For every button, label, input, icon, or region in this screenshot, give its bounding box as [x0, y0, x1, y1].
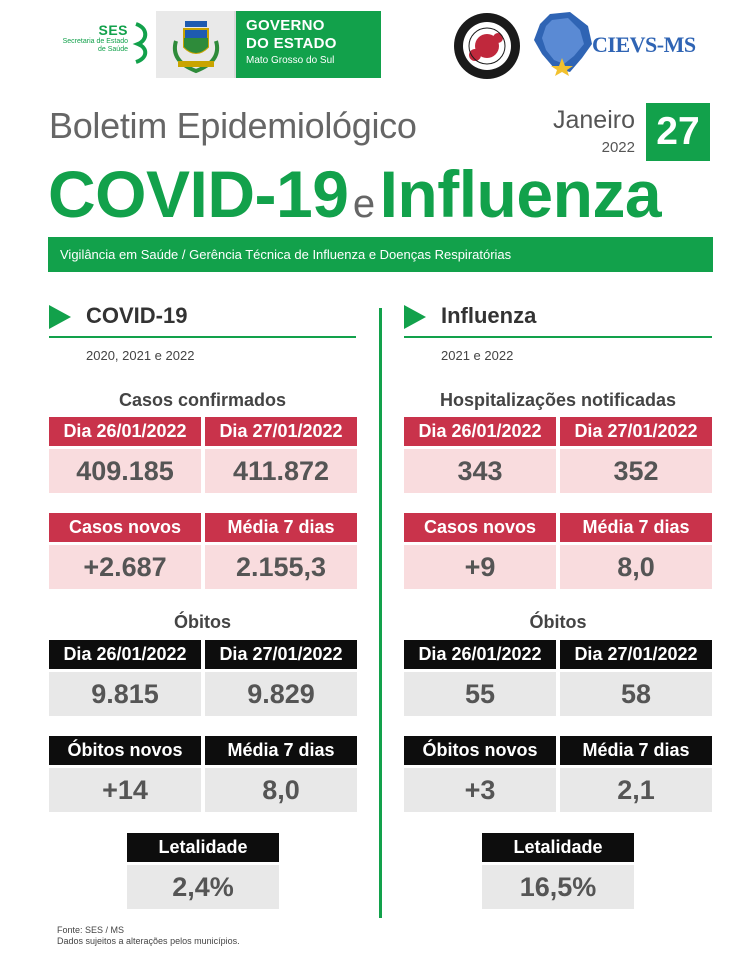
- covid-deaths-avg7-value: 8,0: [205, 768, 357, 812]
- covid-cases-header-1: Dia 26/01/2022: [49, 417, 201, 446]
- covid-new-deaths-header: Óbitos novos: [49, 736, 201, 765]
- governo-line-3: Mato Grosso do Sul: [246, 55, 335, 66]
- section-arrow-icon: [49, 305, 71, 329]
- section-arrow-icon: [404, 305, 426, 329]
- influenza-deaths-title: Óbitos: [529, 612, 587, 632]
- influenza-lethality-value: 16,5%: [482, 865, 634, 909]
- influenza-deaths-avg7-header: Média 7 dias: [560, 736, 712, 765]
- influenza-heading: Influenza: [379, 157, 662, 231]
- covid-cases-value-2: 411.872: [205, 449, 357, 493]
- influenza-hosp-value-1: 343: [404, 449, 556, 493]
- issue-month: Janeiro: [553, 106, 635, 134]
- influenza-section-underline: [404, 336, 712, 338]
- ses-subtitle-2: de Saúde: [98, 46, 128, 53]
- covid-avg7-header: Média 7 dias: [205, 513, 357, 542]
- covid-lethality-value: 2,4%: [127, 865, 279, 909]
- covid-new-cases-header: Casos novos: [49, 513, 201, 542]
- covid-cases-value-1: 409.185: [49, 449, 201, 493]
- covid-section-years: 2020, 2021 e 2022: [86, 348, 195, 363]
- influenza-section-years: 2021 e 2022: [441, 348, 514, 363]
- influenza-new-cases-value: +9: [404, 545, 556, 589]
- footer-source: Fonte: SES / MS: [57, 925, 125, 935]
- covid-heading: COVID-19: [48, 157, 349, 231]
- influenza-avg7-value: 8,0: [560, 545, 712, 589]
- ses-logo: SES Secretaria de Estado de Saúde: [42, 22, 128, 54]
- influenza-deaths-value-1: 55: [404, 672, 556, 716]
- influenza-new-deaths-value: +3: [404, 768, 556, 812]
- column-divider: [379, 308, 382, 918]
- covid-deaths-value-2: 9.829: [205, 672, 357, 716]
- issue-year: 2022: [601, 139, 635, 156]
- state-crest: [156, 11, 236, 78]
- covid-cases-title: Casos confirmados: [118, 390, 287, 410]
- title-conjunction: e: [352, 182, 376, 226]
- covid-new-cases-value: +2.687: [49, 545, 201, 589]
- influenza-lethality-header: Letalidade: [482, 833, 634, 862]
- influenza-new-deaths-header: Óbitos novos: [404, 736, 556, 765]
- covid-cases-header-2: Dia 27/01/2022: [205, 417, 357, 446]
- ms-map-icon: [534, 12, 592, 76]
- covid-deaths-title: Óbitos: [174, 612, 231, 632]
- influenza-deaths-avg7-value: 2,1: [560, 768, 712, 812]
- influenza-deaths-value-2: 58: [560, 672, 712, 716]
- ses-subtitle-1: Secretaria de Estado: [62, 38, 128, 45]
- covid-lethality-header: Letalidade: [127, 833, 279, 862]
- covid-deaths-avg7-header: Média 7 dias: [205, 736, 357, 765]
- department-banner: Vigilância em Saúde / Gerência Técnica d…: [48, 237, 713, 272]
- virus-seal-icon: [454, 13, 520, 79]
- state-crest-icon: [173, 21, 219, 74]
- boletim-title: Boletim Epidemiológico: [49, 105, 417, 146]
- footer: Fonte: SES / MS Dados sujeitos a alteraç…: [57, 925, 240, 947]
- governo-logo: GOVERNO DO ESTADO Mato Grosso do Sul: [236, 11, 381, 78]
- influenza-avg7-header: Média 7 dias: [560, 513, 712, 542]
- covid-deaths-header-1: Dia 26/01/2022: [49, 640, 201, 669]
- ses-title: SES: [98, 22, 128, 38]
- covid-avg7-value: 2.155,3: [205, 545, 357, 589]
- governo-line-1: GOVERNO: [246, 17, 325, 34]
- influenza-hosp-title: Hospitalizações notificadas: [439, 390, 677, 410]
- covid-section-title: COVID-19: [86, 303, 188, 328]
- influenza-hosp-value-2: 352: [560, 449, 712, 493]
- main-title: COVID-19 e Influenza: [48, 156, 662, 232]
- covid-deaths-value-1: 9.815: [49, 672, 201, 716]
- ses-logo-icon: [132, 22, 148, 64]
- governo-line-2: DO ESTADO: [246, 35, 337, 52]
- influenza-deaths-header-1: Dia 26/01/2022: [404, 640, 556, 669]
- influenza-new-cases-header: Casos novos: [404, 513, 556, 542]
- influenza-hosp-header-1: Dia 26/01/2022: [404, 417, 556, 446]
- influenza-hosp-header-2: Dia 27/01/2022: [560, 417, 712, 446]
- influenza-section-title: Influenza: [441, 303, 537, 328]
- influenza-deaths-header-2: Dia 27/01/2022: [560, 640, 712, 669]
- covid-new-deaths-value: +14: [49, 768, 201, 812]
- covid-deaths-header-2: Dia 27/01/2022: [205, 640, 357, 669]
- cievs-logo-text: CIEVS-MS: [592, 32, 696, 57]
- footer-note: Dados sujeitos a alterações pelos municí…: [57, 936, 240, 946]
- covid-section-underline: [49, 336, 356, 338]
- issue-day: 27: [646, 103, 710, 161]
